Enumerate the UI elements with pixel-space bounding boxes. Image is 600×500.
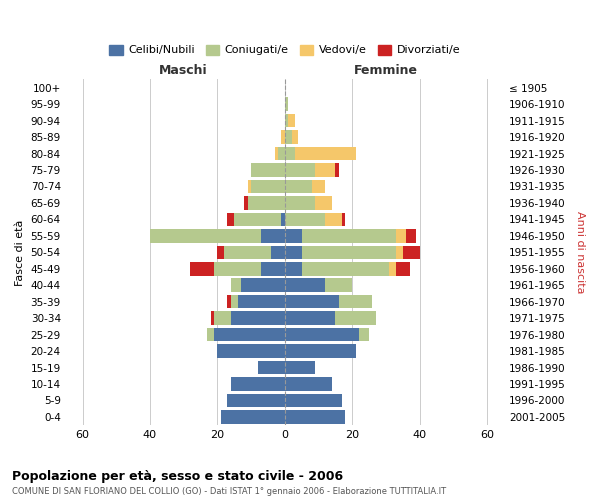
Text: Maschi: Maschi: [160, 64, 208, 77]
Bar: [302, 229, 396, 242]
Bar: [285, 246, 302, 259]
Y-axis label: Fasce di età: Fasce di età: [15, 219, 25, 286]
Bar: [396, 262, 410, 276]
Bar: [231, 312, 285, 325]
Bar: [285, 229, 302, 242]
Bar: [339, 295, 373, 308]
Text: Popolazione per età, sesso e stato civile - 2006: Popolazione per età, sesso e stato civil…: [12, 470, 343, 483]
Bar: [251, 180, 285, 193]
Bar: [217, 344, 285, 358]
Y-axis label: Anni di nascita: Anni di nascita: [575, 211, 585, 294]
Bar: [234, 212, 281, 226]
Bar: [295, 147, 356, 160]
Bar: [211, 312, 214, 325]
Text: COMUNE DI SAN FLORIANO DEL COLLIO (GO) - Dati ISTAT 1° gennaio 2006 - Elaborazio: COMUNE DI SAN FLORIANO DEL COLLIO (GO) -…: [12, 488, 446, 496]
Bar: [231, 377, 285, 390]
Bar: [285, 394, 342, 407]
Bar: [342, 212, 346, 226]
Bar: [302, 246, 396, 259]
Bar: [285, 295, 339, 308]
Bar: [150, 229, 261, 242]
Bar: [292, 130, 298, 144]
Bar: [248, 180, 251, 193]
Bar: [278, 147, 285, 160]
Bar: [285, 114, 288, 128]
Bar: [231, 278, 241, 292]
Bar: [285, 262, 302, 276]
Bar: [261, 262, 285, 276]
Bar: [285, 278, 325, 292]
Bar: [214, 312, 231, 325]
Bar: [285, 312, 335, 325]
Bar: [389, 262, 396, 276]
Bar: [281, 130, 285, 144]
Bar: [403, 246, 419, 259]
Bar: [325, 212, 342, 226]
Bar: [285, 180, 312, 193]
Bar: [285, 410, 346, 424]
Bar: [214, 262, 261, 276]
Bar: [396, 246, 403, 259]
Bar: [302, 262, 389, 276]
Bar: [207, 328, 214, 342]
Bar: [214, 328, 285, 342]
Bar: [288, 114, 295, 128]
Bar: [251, 164, 285, 177]
Bar: [396, 229, 406, 242]
Bar: [315, 196, 332, 209]
Bar: [261, 229, 285, 242]
Legend: Celibi/Nubili, Coniugati/e, Vedovi/e, Divorziati/e: Celibi/Nubili, Coniugati/e, Vedovi/e, Di…: [105, 40, 465, 60]
Bar: [285, 344, 356, 358]
Text: Femmine: Femmine: [354, 64, 418, 77]
Bar: [285, 212, 325, 226]
Bar: [335, 312, 376, 325]
Bar: [315, 164, 335, 177]
Bar: [335, 164, 339, 177]
Bar: [406, 229, 416, 242]
Bar: [285, 130, 292, 144]
Bar: [217, 246, 224, 259]
Bar: [221, 410, 285, 424]
Bar: [227, 212, 234, 226]
Bar: [275, 147, 278, 160]
Bar: [271, 246, 285, 259]
Bar: [231, 295, 238, 308]
Bar: [244, 196, 248, 209]
Bar: [248, 196, 285, 209]
Bar: [285, 196, 315, 209]
Bar: [224, 246, 271, 259]
Bar: [285, 361, 315, 374]
Bar: [285, 98, 288, 111]
Bar: [238, 295, 285, 308]
Bar: [285, 328, 359, 342]
Bar: [227, 394, 285, 407]
Bar: [241, 278, 285, 292]
Bar: [285, 377, 332, 390]
Bar: [281, 212, 285, 226]
Bar: [359, 328, 369, 342]
Bar: [285, 147, 295, 160]
Bar: [190, 262, 214, 276]
Bar: [312, 180, 325, 193]
Bar: [258, 361, 285, 374]
Bar: [285, 164, 315, 177]
Bar: [227, 295, 231, 308]
Bar: [325, 278, 352, 292]
